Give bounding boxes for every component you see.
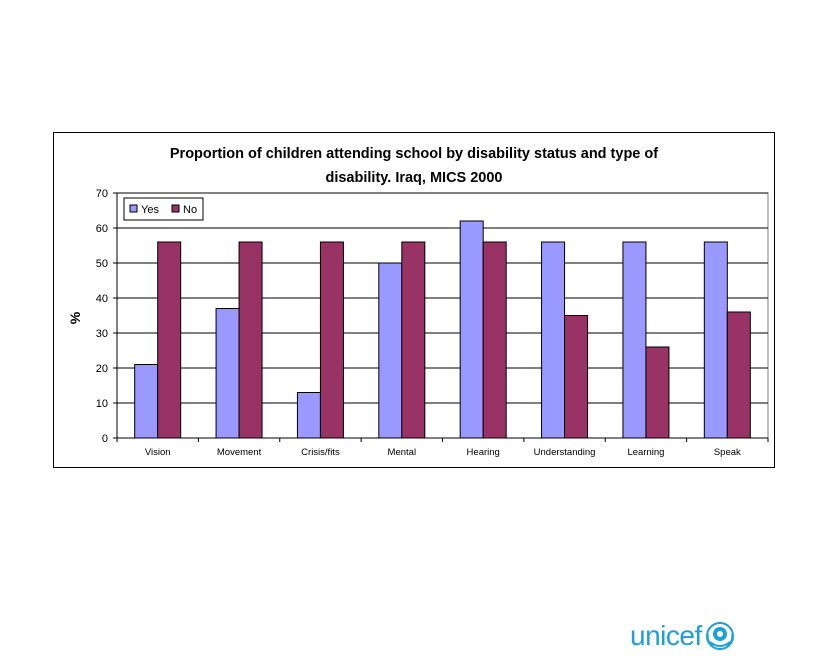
x-tick-label: Hearing bbox=[467, 447, 500, 458]
bar-no bbox=[564, 315, 589, 439]
bars bbox=[134, 220, 751, 439]
y-axis-label: % bbox=[67, 311, 83, 324]
x-tick-label: Vision bbox=[145, 447, 171, 458]
bar-yes bbox=[541, 241, 566, 439]
x-tick-label: Speak bbox=[714, 447, 741, 458]
bar-yes bbox=[459, 220, 484, 439]
y-tick-label: 70 bbox=[96, 188, 108, 200]
bar-no bbox=[238, 241, 263, 439]
bar-no bbox=[726, 311, 751, 439]
y-tick-label: 50 bbox=[96, 258, 108, 270]
bar-no bbox=[645, 346, 670, 439]
y-tick-label: 60 bbox=[96, 223, 108, 235]
bar-yes bbox=[134, 364, 159, 439]
unicef-logo: unicef bbox=[630, 619, 736, 653]
legend-label-yes: Yes bbox=[141, 204, 159, 216]
axes bbox=[113, 192, 769, 442]
chart-title: Proportion of children attending school … bbox=[53, 142, 775, 190]
x-tick-label: Mental bbox=[388, 447, 417, 458]
legend-swatch-yes bbox=[129, 204, 138, 213]
x-tick-label: Crisis/fits bbox=[301, 447, 340, 458]
bar-no bbox=[401, 241, 426, 439]
bar-no bbox=[157, 241, 182, 439]
y-tick-label: 30 bbox=[96, 328, 108, 340]
y-tick-label: 0 bbox=[102, 433, 108, 445]
bar-yes bbox=[296, 392, 321, 439]
x-tick-label: Movement bbox=[217, 447, 262, 458]
x-tick-label: Learning bbox=[627, 447, 664, 458]
bar-no bbox=[482, 241, 507, 439]
y-tick-labels: 0 10 20 30 40 50 60 70 bbox=[96, 188, 108, 445]
legend-box bbox=[123, 197, 204, 221]
plot-background bbox=[116, 192, 769, 439]
y-tick-label: 20 bbox=[96, 363, 108, 375]
bar-yes bbox=[215, 308, 240, 439]
bar-yes bbox=[378, 262, 403, 439]
x-tick-labels: Vision Movement Crisis/fits Mental Hearing Un… bbox=[145, 447, 741, 458]
logo-wordmark: unicef bbox=[630, 620, 702, 651]
bar-yes bbox=[622, 241, 647, 439]
chart-title-line-1: Proportion of children attending school … bbox=[169, 146, 659, 162]
plot-area bbox=[116, 192, 769, 439]
bar-yes bbox=[703, 241, 728, 439]
unicef-emblem-icon bbox=[705, 622, 734, 650]
x-tick-label: Understanding bbox=[534, 447, 596, 458]
chart-title-line-2: disability. Iraq, MICS 2000 bbox=[325, 170, 503, 186]
legend-label-no: No bbox=[183, 204, 197, 216]
legend: Yes No bbox=[123, 197, 204, 221]
bar-no bbox=[319, 241, 344, 439]
y-tick-label: 10 bbox=[96, 398, 108, 410]
legend-swatch-no bbox=[171, 204, 180, 213]
y-tick-label: 40 bbox=[96, 293, 108, 305]
